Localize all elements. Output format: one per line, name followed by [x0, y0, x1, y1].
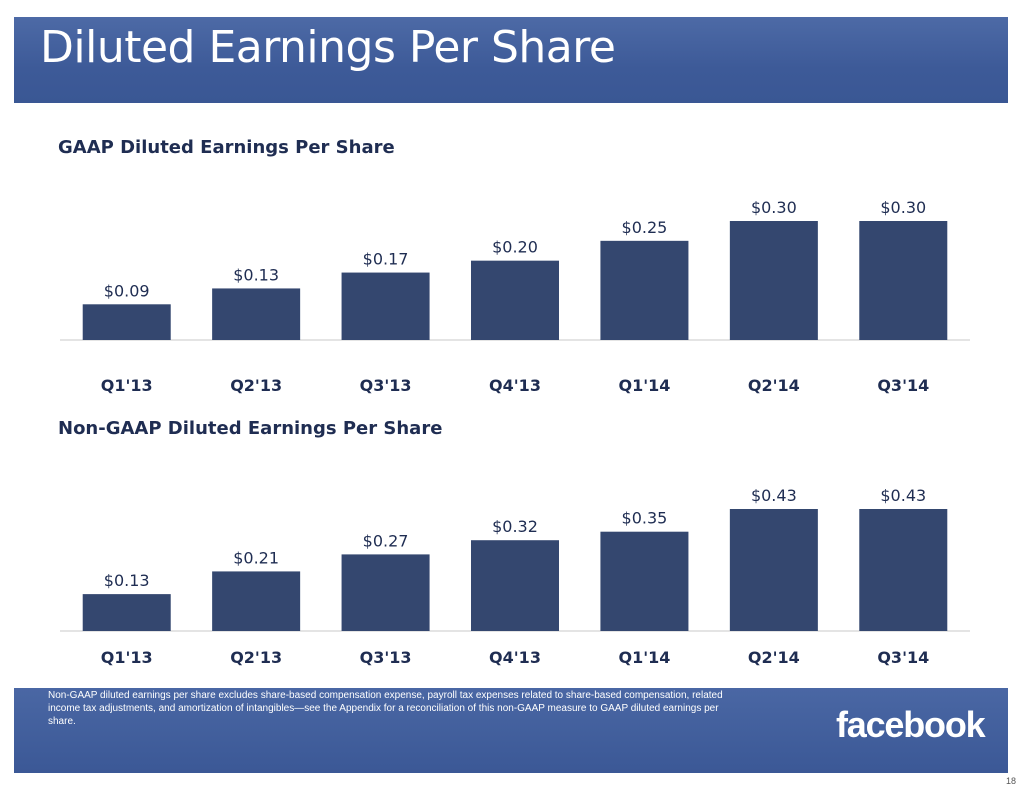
non-gaap-data-label: $0.32 [492, 517, 538, 536]
gaap-data-label: $0.13 [233, 265, 279, 284]
slide-title: Diluted Earnings Per Share [40, 22, 616, 73]
non-gaap-data-label: $0.21 [233, 548, 279, 567]
slide-header [14, 17, 1008, 103]
non-gaap-bar [600, 531, 689, 631]
gaap-data-label: $0.30 [880, 198, 926, 217]
gaap-bar [729, 221, 818, 340]
gaap-bar [212, 288, 301, 340]
non-gaap-data-label: $0.35 [622, 509, 668, 528]
page-number: 18 [1006, 776, 1017, 786]
gaap-data-label: $0.20 [492, 238, 538, 257]
non-gaap-bar [82, 594, 171, 631]
non-gaap-bar [212, 571, 301, 631]
chart-title-gaap: GAAP Diluted Earnings Per Share [58, 137, 395, 158]
non-gaap-bar [859, 509, 948, 631]
non-gaap-data-label: $0.27 [363, 531, 409, 550]
gaap-data-label: $0.09 [104, 281, 150, 300]
gaap-bar [341, 272, 430, 340]
gaap-bar [470, 260, 560, 340]
slide-footer [14, 688, 1008, 773]
chart-title-non-gaap: Non-GAAP Diluted Earnings Per Share [58, 418, 443, 439]
non-gaap-data-label: $0.43 [880, 486, 926, 505]
non-gaap-data-label: $0.43 [751, 486, 797, 505]
gaap-tick-label: Q1'13 [101, 376, 153, 395]
non-gaap-tick-label: Q1'14 [618, 648, 670, 667]
non-gaap-bar [341, 554, 430, 631]
gaap-tick-label: Q4'13 [489, 376, 541, 395]
gaap-data-label: $0.30 [751, 198, 797, 217]
non-gaap-tick-label: Q3'14 [877, 648, 929, 667]
footnote: Non-GAAP diluted earnings per share excl… [48, 690, 723, 727]
facebook-logo: facebook [836, 704, 986, 745]
gaap-tick-label: Q2'14 [748, 376, 800, 395]
gaap-data-label: $0.17 [363, 250, 409, 269]
slide-frame [14, 17, 1008, 773]
gaap-data-label: $0.25 [622, 218, 668, 237]
non-gaap-bar [470, 540, 560, 631]
non-gaap-tick-label: Q2'14 [748, 648, 800, 667]
non-gaap-tick-label: Q2'13 [230, 648, 282, 667]
gaap-tick-label: Q2'13 [230, 376, 282, 395]
non-gaap-bar [729, 509, 818, 631]
non-gaap-tick-label: Q3'13 [360, 648, 412, 667]
gaap-bar [82, 304, 171, 340]
non-gaap-tick-label: Q1'13 [101, 648, 153, 667]
gaap-bar [859, 221, 948, 340]
non-gaap-data-label: $0.13 [104, 571, 150, 590]
gaap-tick-label: Q3'14 [877, 376, 929, 395]
gaap-tick-label: Q3'13 [360, 376, 412, 395]
gaap-bar [600, 240, 689, 340]
non-gaap-tick-label: Q4'13 [489, 648, 541, 667]
gaap-tick-label: Q1'14 [618, 376, 670, 395]
